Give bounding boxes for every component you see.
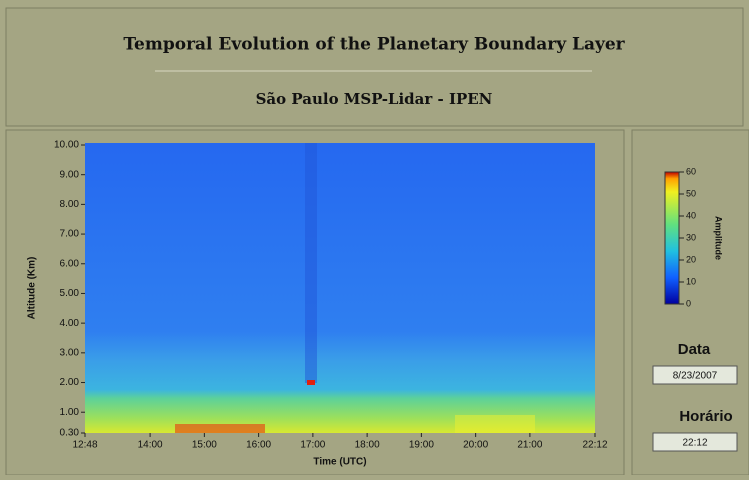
plot	[85, 143, 595, 433]
time-value: 22:12	[682, 438, 707, 449]
colorbar-label: Amplitude	[714, 216, 724, 260]
date-field	[652, 365, 738, 385]
y-tick-label: 10.00	[54, 140, 79, 151]
x-axis-label: Time (UTC)	[313, 457, 366, 468]
y-tick-label: 1.00	[60, 407, 80, 418]
subtitle: São Paulo MSP-Lidar - IPEN	[256, 90, 493, 108]
x-tick-label: 21:00	[517, 440, 542, 451]
x-tick-label: 15:00	[192, 440, 217, 451]
y-tick-label: 8.00	[60, 199, 80, 210]
header-panel	[5, 7, 744, 127]
date-label: Data	[678, 341, 711, 358]
heatmap-region	[455, 415, 535, 433]
colorbar	[664, 171, 680, 305]
x-tick-label: 20:00	[463, 440, 488, 451]
time-field	[652, 432, 738, 452]
y-tick-label: 7.00	[60, 229, 80, 240]
heatmap-spot	[307, 380, 315, 385]
x-tick-label: 17:00	[300, 440, 325, 451]
side-panel	[631, 129, 749, 476]
y-tick-label: 4.00	[60, 318, 80, 329]
x-tick-label: 19:00	[409, 440, 434, 451]
colorbar-tick-label: 30	[686, 232, 696, 242]
x-tick-label: 18:00	[355, 440, 380, 451]
heatmap-streak	[305, 143, 317, 383]
y-tick-label: 9.00	[60, 169, 80, 180]
colorbar-tick-label: 40	[686, 210, 696, 220]
heatmap	[85, 143, 595, 433]
x-tick-label: 22:12	[582, 440, 607, 451]
x-tick-label: 16:00	[246, 440, 271, 451]
colorbar-tick-label: 60	[686, 166, 696, 176]
time-label: Horário	[679, 408, 732, 425]
y-tick-label: 5.00	[60, 288, 80, 299]
y-tick-label: 6.00	[60, 258, 80, 269]
x-tick-label: 12:48	[72, 440, 97, 451]
colorbar-tick-label: 10	[686, 276, 696, 286]
date-value: 8/23/2007	[673, 371, 718, 382]
y-tick-label: 3.00	[60, 347, 80, 358]
y-tick-label: 2.00	[60, 377, 80, 388]
heatmap-spot	[175, 424, 265, 433]
x-tick-label: 14:00	[138, 440, 163, 451]
colorbar-tick-label: 0	[686, 298, 691, 308]
y-tick-label: 0.30	[60, 428, 80, 439]
title: Temporal Evolution of the Planetary Boun…	[123, 35, 625, 55]
colorbar-tick-label: 20	[686, 254, 696, 264]
colorbar-tick-label: 50	[686, 188, 696, 198]
y-axis-label: Altitude (Km)	[27, 257, 38, 320]
